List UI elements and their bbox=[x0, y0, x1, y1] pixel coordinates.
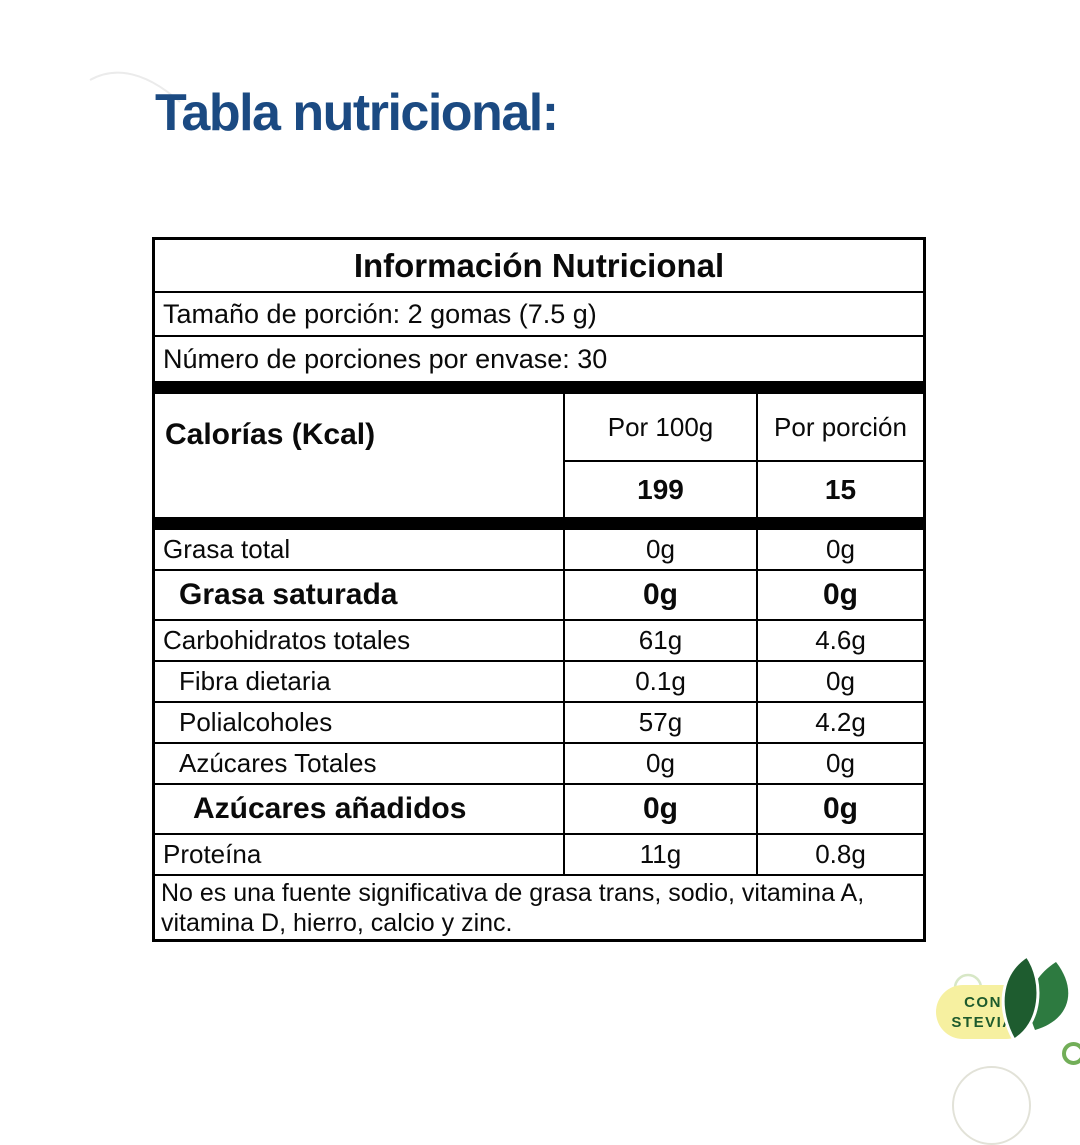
column-header-per-100g: Por 100g bbox=[563, 394, 756, 462]
nutrient-value-per-100g: 0g bbox=[563, 530, 756, 569]
nutrient-row: Azúcares añadidos 0g 0g bbox=[155, 785, 923, 835]
nutrient-row: Grasa saturada 0g 0g bbox=[155, 571, 923, 621]
nutrient-rows: Grasa total 0g 0g Grasa saturada 0g 0g C… bbox=[155, 530, 923, 876]
nutrient-value-per-portion: 0g bbox=[756, 530, 923, 569]
stevia-badge-text-line2: STEVIA bbox=[951, 1014, 1014, 1031]
decorative-ring-bottom bbox=[952, 1066, 1031, 1145]
nutrient-value-per-portion: 0g bbox=[756, 785, 923, 833]
nutrient-value-per-portion: 0g bbox=[756, 662, 923, 701]
footnote: No es una fuente significativa de grasa … bbox=[161, 879, 865, 937]
leaf-icon bbox=[1029, 962, 1069, 1030]
column-header-per-portion: Por porción bbox=[756, 394, 923, 462]
nutrient-value-per-100g: 0.1g bbox=[563, 662, 756, 701]
servings-per-container-row: Número de porciones por envase: 30 bbox=[163, 343, 608, 374]
nutrient-label: Proteína bbox=[163, 839, 262, 869]
nutrient-label: Carbohidratos totales bbox=[163, 625, 411, 655]
nutrient-label: Grasa total bbox=[163, 534, 291, 564]
nutrition-table: Información Nutricional Tamaño de porció… bbox=[152, 237, 926, 942]
nutrient-value-per-100g: 57g bbox=[563, 703, 756, 742]
nutrient-value-per-portion: 0g bbox=[756, 571, 923, 619]
nutrient-value-per-100g: 61g bbox=[563, 621, 756, 660]
separator-bar bbox=[155, 381, 923, 394]
nutrient-row: Grasa total 0g 0g bbox=[155, 530, 923, 571]
nutrient-value-per-100g: 0g bbox=[563, 785, 756, 833]
nutrient-value-per-portion: 4.2g bbox=[756, 703, 923, 742]
table-title: Información Nutricional bbox=[155, 240, 923, 293]
nutrient-row: Polialcoholes 57g 4.2g bbox=[155, 703, 923, 744]
page-title: Tabla nutricional: bbox=[155, 84, 559, 142]
nutrient-label: Polialcoholes bbox=[179, 707, 333, 737]
nutrient-row: Azúcares Totales 0g 0g bbox=[155, 744, 923, 785]
nutrient-label: Fibra dietaria bbox=[179, 666, 331, 696]
nutrient-label: Azúcares Totales bbox=[179, 748, 377, 778]
decorative-ring-small bbox=[1062, 1042, 1080, 1065]
nutrient-row: Fibra dietaria 0.1g 0g bbox=[155, 662, 923, 703]
stevia-badge: CON STEVIA bbox=[928, 950, 1076, 1052]
stevia-badge-text-line1: CON bbox=[964, 994, 1002, 1011]
nutrient-row: Carbohidratos totales 61g 4.6g bbox=[155, 621, 923, 662]
leaf-icon bbox=[1001, 953, 1040, 1043]
nutrient-value-per-portion: 4.6g bbox=[756, 621, 923, 660]
nutrient-label: Azúcares añadidos bbox=[193, 792, 467, 825]
calories-label: Calorías (Kcal) bbox=[165, 418, 376, 451]
separator-bar bbox=[155, 517, 923, 530]
calories-section: Calorías (Kcal) Por 100g Por porción 199… bbox=[155, 394, 923, 517]
nutrient-value-per-100g: 0g bbox=[563, 571, 756, 619]
calories-value-per-portion: 15 bbox=[756, 462, 923, 517]
nutrient-value-per-portion: 0g bbox=[756, 744, 923, 783]
nutrient-row: Proteína 11g 0.8g bbox=[155, 835, 923, 876]
nutrient-value-per-100g: 11g bbox=[563, 835, 756, 874]
decorative-arc bbox=[89, 71, 181, 103]
nutrient-label: Grasa saturada bbox=[179, 578, 398, 611]
nutrient-value-per-portion: 0.8g bbox=[756, 835, 923, 874]
serving-size-row: Tamaño de porción: 2 gomas (7.5 g) bbox=[155, 293, 923, 337]
calories-value-per-100g: 199 bbox=[563, 462, 756, 517]
nutrient-value-per-100g: 0g bbox=[563, 744, 756, 783]
